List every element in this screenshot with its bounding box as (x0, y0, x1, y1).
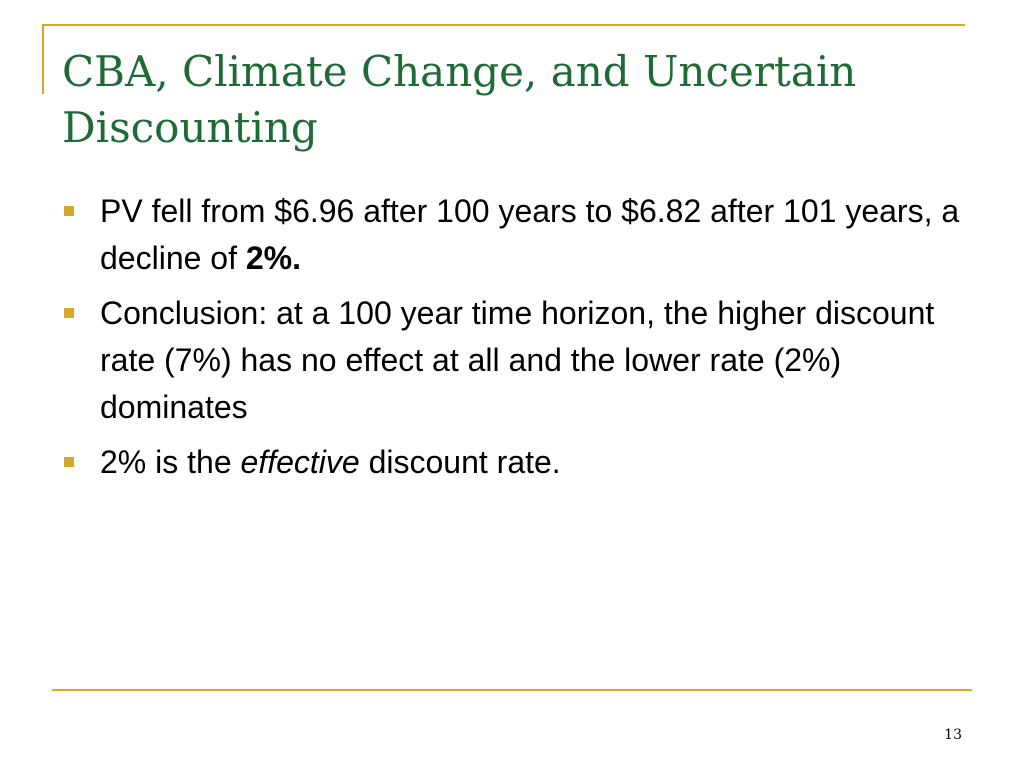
bullet-italic-text: effective (240, 444, 360, 480)
bullet-item-conclusion: Conclusion: at a 100 year time horizon, … (62, 290, 972, 431)
bullet-list: PV fell from $6.96 after 100 years to $6… (62, 188, 972, 494)
slide-title: CBA, Climate Change, and Uncertain Disco… (62, 44, 962, 156)
square-bullet-icon (64, 457, 74, 467)
title-line-1: CBA, Climate Change, and Uncertain (62, 47, 857, 96)
square-bullet-icon (64, 308, 74, 318)
bullet-text: Conclusion: at a 100 year time horizon, … (100, 295, 935, 425)
square-bullet-icon (64, 206, 74, 216)
footer-accent-line (52, 689, 972, 691)
page-number: 13 (944, 727, 962, 743)
bullet-item-pv-decline: PV fell from $6.96 after 100 years to $6… (62, 188, 972, 282)
bullet-text: PV fell from $6.96 after 100 years to $6… (100, 193, 960, 276)
left-accent-line (42, 24, 44, 94)
title-line-2: Discounting (62, 103, 318, 152)
bullet-text: 2% is the (100, 444, 241, 480)
top-accent-line (42, 24, 965, 26)
bullet-text-end: discount rate. (359, 444, 561, 480)
bullet-bold-text: 2%. (245, 240, 302, 276)
bullet-item-effective-rate: 2% is the effective discount rate. (62, 439, 972, 486)
